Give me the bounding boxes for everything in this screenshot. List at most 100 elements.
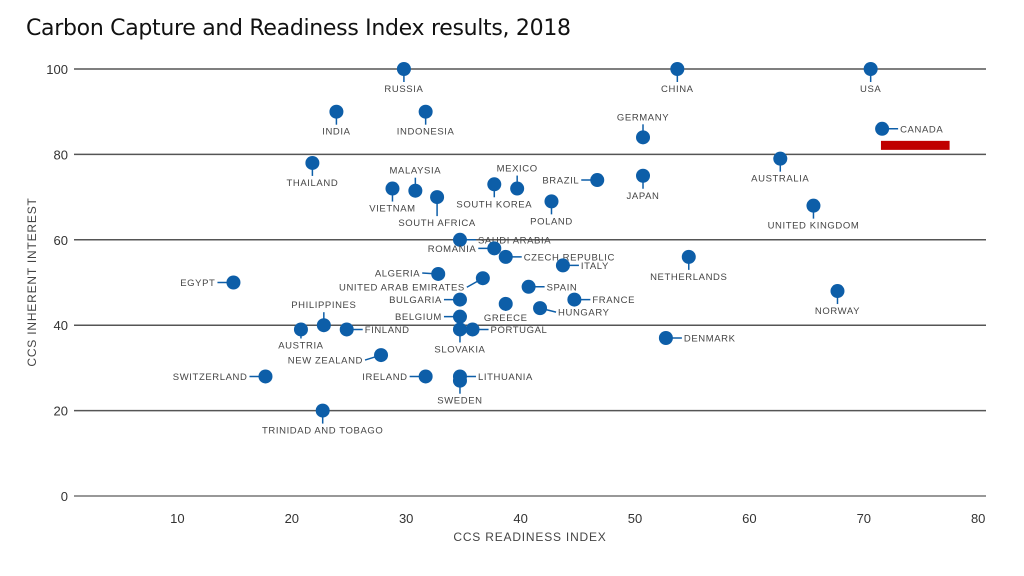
data-point-trinidad-and-tobago: TRINIDAD AND TOBAGO: [262, 403, 383, 437]
point-marker: [498, 249, 513, 264]
point-label: CHINA: [661, 84, 694, 95]
point-marker: [293, 322, 308, 337]
point-marker: [315, 403, 330, 418]
point-marker: [452, 309, 467, 324]
point-marker: [521, 279, 536, 294]
point-marker: [258, 369, 273, 384]
data-point-philippines: PHILIPPINES: [291, 300, 356, 333]
point-label: SLOVAKIA: [434, 344, 485, 355]
data-point-romania: ROMANIA: [428, 241, 502, 256]
data-point-south-africa: SOUTH AFRICA: [398, 190, 475, 229]
point-label: SOUTH KOREA: [456, 199, 532, 210]
point-marker: [452, 292, 467, 307]
point-marker: [487, 241, 502, 256]
point-marker: [533, 301, 548, 316]
point-label: FINLAND: [365, 325, 410, 336]
data-point-netherlands: NETHERLANDS: [650, 249, 727, 283]
point-marker: [408, 183, 423, 198]
point-marker: [418, 104, 433, 119]
data-point-india: INDIA: [322, 104, 350, 138]
point-label: AUSTRIA: [278, 340, 323, 351]
data-point-norway: NORWAY: [815, 284, 860, 317]
point-marker: [374, 348, 389, 363]
point-label: POLAND: [530, 216, 573, 227]
data-point-malaysia: MALAYSIA: [390, 166, 442, 198]
y-tick-label: 100: [46, 62, 68, 77]
canada-highlight-bar: [880, 140, 950, 150]
point-label: BULGARIA: [389, 295, 442, 306]
x-tick-label: 40: [513, 511, 527, 526]
point-marker: [567, 292, 582, 307]
point-label: SWEDEN: [437, 396, 482, 407]
point-marker: [875, 121, 890, 136]
point-marker: [339, 322, 354, 337]
point-label: MALAYSIA: [390, 166, 442, 177]
point-label: INDONESIA: [397, 127, 455, 138]
point-label: THAILAND: [287, 178, 339, 189]
point-label: EGYPT: [180, 278, 215, 289]
y-tick-label: 0: [61, 489, 68, 504]
point-label: IRELAND: [362, 372, 407, 383]
data-point-poland: POLAND: [530, 194, 573, 227]
data-point-brazil: BRAZIL: [542, 173, 605, 188]
data-point-indonesia: INDONESIA: [397, 104, 455, 138]
x-tick-label: 10: [170, 511, 184, 526]
data-point-russia: RUSSIA: [384, 62, 423, 95]
point-marker: [452, 232, 467, 247]
point-marker: [670, 62, 685, 76]
data-point-saudi-arabia: SAUDI ARABIA: [452, 232, 551, 247]
point-marker: [590, 173, 605, 188]
data-point-denmark: DENMARK: [658, 331, 736, 346]
y-tick-label: 60: [54, 233, 68, 248]
data-point-new-zealand: NEW ZEALAND: [288, 348, 389, 367]
point-marker: [430, 190, 445, 205]
data-points: RUSSIA CHINA USA INDIA INDONESIA GERMANY CANAD…: [173, 62, 950, 437]
data-point-italy: ITALY: [555, 258, 608, 273]
point-label: CZECH REPUBLIC: [524, 252, 615, 263]
data-point-algeria: ALGERIA: [375, 266, 446, 281]
data-point-hungary: HUNGARY: [533, 301, 609, 319]
data-point-austria: AUSTRIA: [278, 322, 323, 351]
data-point-australia: AUSTRALIA: [751, 151, 809, 185]
point-marker: [431, 266, 446, 281]
data-point-united-kingdom: UNITED KINGDOM: [768, 198, 860, 232]
point-marker: [863, 62, 878, 76]
point-label: ROMANIA: [428, 244, 477, 255]
point-marker: [487, 177, 502, 192]
point-marker: [385, 181, 400, 196]
point-label: SAUDI ARABIA: [478, 235, 551, 246]
x-tick-label: 70: [857, 511, 871, 526]
data-point-sweden: SWEDEN: [437, 373, 482, 407]
point-marker: [396, 62, 411, 76]
point-marker: [305, 155, 320, 170]
point-label: UNITED KINGDOM: [768, 221, 860, 232]
point-marker: [555, 258, 570, 273]
point-marker: [658, 331, 673, 346]
data-point-usa: USA: [860, 62, 881, 95]
point-marker: [636, 168, 651, 183]
point-label: AUSTRALIA: [751, 174, 809, 185]
data-point-vietnam: VIETNAM: [369, 181, 415, 215]
data-point-thailand: THAILAND: [287, 155, 339, 189]
point-label: BELGIUM: [395, 312, 442, 323]
point-label: DENMARK: [684, 334, 736, 345]
point-label: SPAIN: [547, 282, 578, 293]
x-tick-label: 30: [399, 511, 413, 526]
x-axis-ticks: 10 20 30 40 50 60 70 80: [170, 511, 985, 526]
point-label: VIETNAM: [369, 204, 415, 215]
x-axis-label: CCS READINESS INDEX: [453, 530, 606, 544]
x-tick-label: 60: [742, 511, 756, 526]
gridlines: [74, 68, 986, 497]
x-tick-label: 80: [971, 511, 985, 526]
point-label: SOUTH AFRICA: [398, 218, 475, 229]
point-marker: [226, 275, 241, 290]
point-label: SWITZERLAND: [173, 372, 248, 383]
data-point-czech-republic: CZECH REPUBLIC: [498, 249, 615, 264]
point-label: INDIA: [322, 127, 350, 138]
point-marker: [636, 130, 651, 145]
point-marker: [806, 198, 821, 213]
point-marker: [544, 194, 559, 209]
y-axis-ticks: 0 20 40 60 80 100: [46, 62, 68, 504]
data-point-egypt: EGYPT: [180, 275, 241, 290]
point-label: GERMANY: [617, 112, 669, 123]
